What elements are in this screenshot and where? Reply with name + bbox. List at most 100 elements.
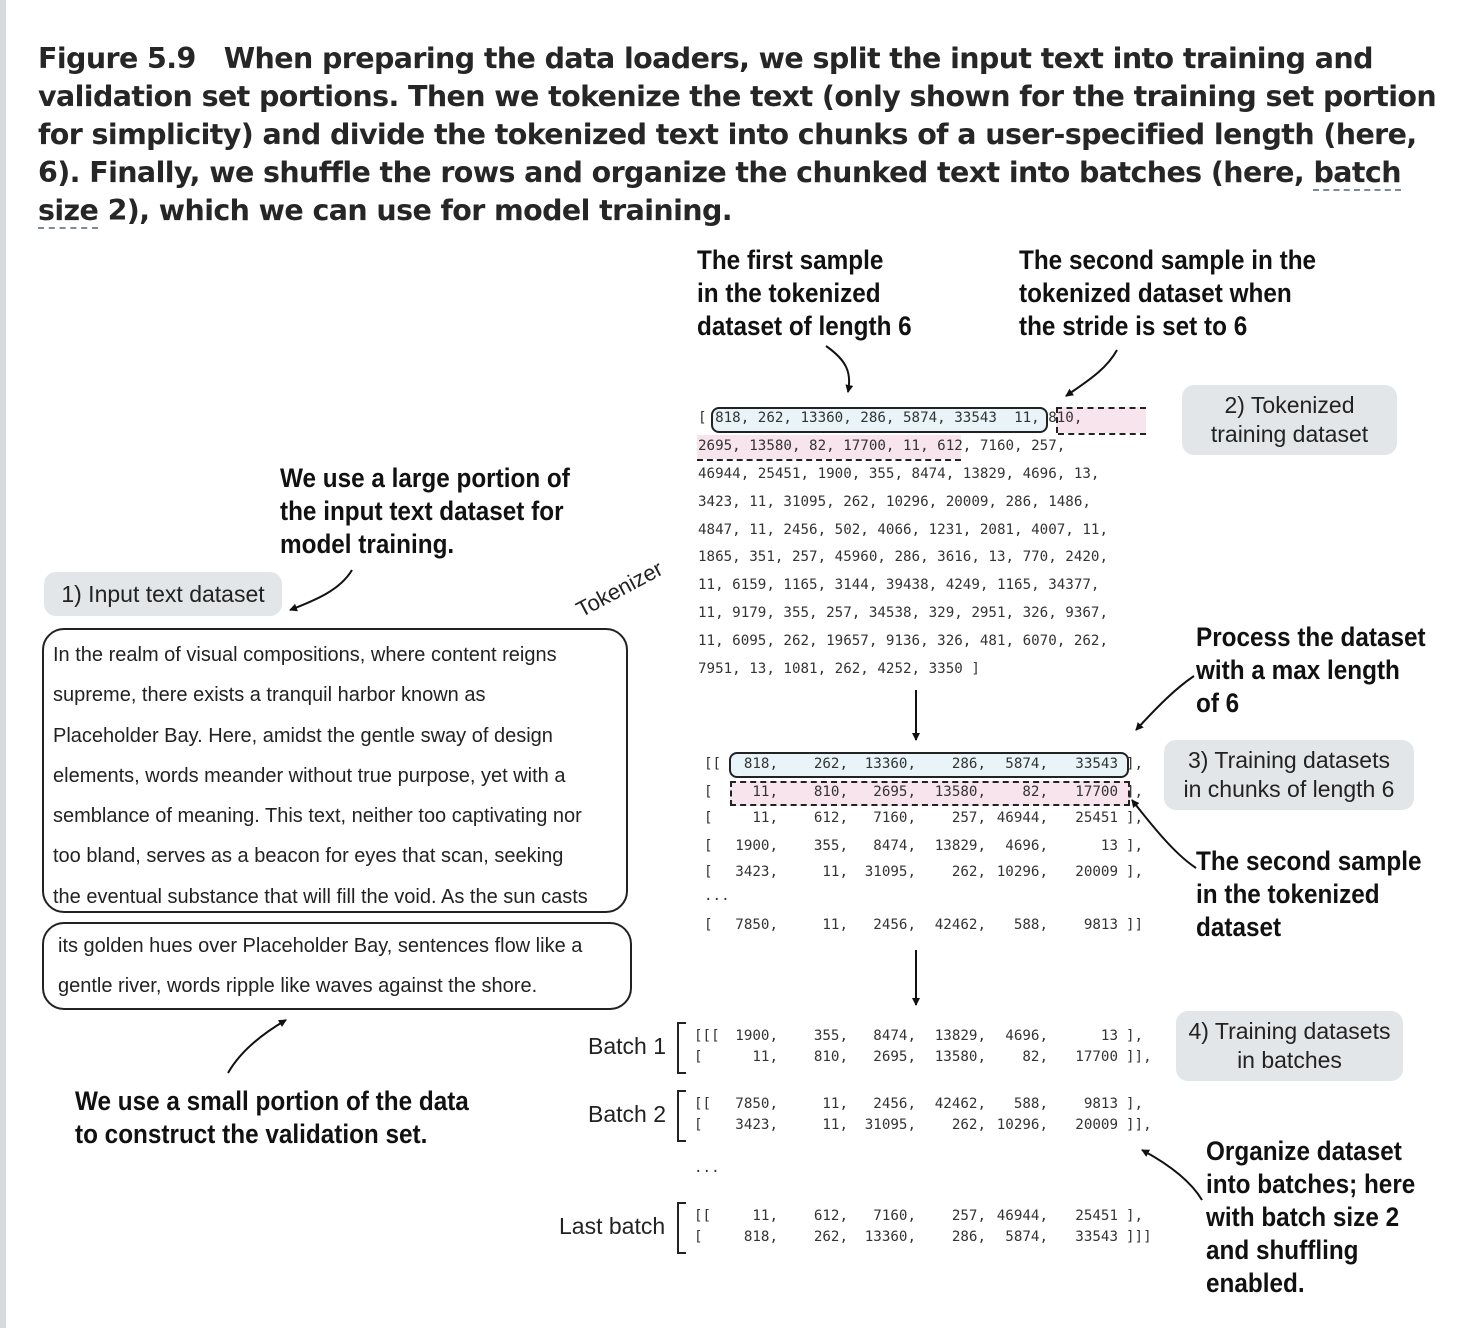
token-cell: 3423, <box>735 1117 778 1133</box>
token-cell: 5874, <box>1005 756 1048 772</box>
token-cell: 42462, <box>934 917 986 933</box>
annotation-small-portion: We use a small portion of the data to co… <box>75 1086 469 1149</box>
batch-bracket <box>677 1202 686 1254</box>
token-cell: 33543 <box>1075 1229 1118 1245</box>
annotation-first-sample: The first sample in the tokenized datase… <box>697 245 912 341</box>
open-bracket: [[ <box>694 1096 712 1112</box>
close-bracket: ], <box>1126 1096 1144 1112</box>
close-bracket: ], <box>1126 864 1144 880</box>
token-cell: 810, <box>813 1049 848 1065</box>
first-sample-tokens: 818, 262, 13360, 286, 5874, 33543 <box>715 410 997 426</box>
token-cell: 355, <box>813 1028 848 1044</box>
tokenized-line: 7951, 13, 1081, 262, 4252, 3350 ] <box>698 660 980 677</box>
tokenized-line: 46944, 25451, 1900, 355, 8474, 13829, 46… <box>698 466 1100 482</box>
token-cell: 5874, <box>1005 1229 1048 1245</box>
token-cell: 9813 <box>1083 1096 1118 1112</box>
batch-label: Batch 2 <box>588 1101 666 1127</box>
token-cell: 588, <box>1013 917 1048 933</box>
tokenized-line: 3423, 11, 31095, 262, 10296, 20009, 286,… <box>698 493 1091 510</box>
open-bracket: [[ <box>694 1208 712 1224</box>
arrow-organize <box>1141 1149 1203 1201</box>
token-cell: 7850, <box>735 917 778 933</box>
batch-size-term-link[interactable]: batch size <box>38 156 1402 229</box>
token-cell: 262, <box>951 864 986 880</box>
annotation-second-sample-stride: The second sample in the tokenized datas… <box>1019 245 1317 341</box>
token-cell: 262, <box>951 1117 986 1133</box>
tokenized-line: 4847, 11, 2456, 502, 4066, 1231, 2081, 4… <box>698 521 1108 538</box>
token-cell: 2695, <box>873 1049 916 1065</box>
token-cell: 20009 <box>1075 1117 1118 1133</box>
label-input-text-dataset: 1) Input text dataset <box>44 572 282 616</box>
figure-caption: Figure 5.9 When preparing the data loade… <box>38 40 1448 230</box>
arrow-small-portion <box>227 1019 287 1074</box>
open-bracket: [ <box>704 810 713 826</box>
close-bracket: ], <box>1126 784 1144 800</box>
batch-ellipsis: ... <box>694 1160 720 1176</box>
arrow-large-portion <box>289 569 353 612</box>
batch-label: Batch 1 <box>588 1033 666 1059</box>
token-cell: 13 <box>1100 838 1118 854</box>
token-cell: 13580, <box>934 784 986 800</box>
close-bracket: ], <box>1126 810 1144 826</box>
tokenized-line: 11, 9179, 355, 257, 34538, 329, 2951, 32… <box>698 605 1108 621</box>
caption-text: When preparing the data loaders, we spli… <box>38 42 1437 189</box>
annotation-large-portion: We use a large portion of the input text… <box>280 463 570 559</box>
token-cell: 7160, <box>873 810 916 826</box>
open-bracket: [[ <box>704 756 722 772</box>
close-bracket: ], <box>1126 1208 1144 1224</box>
token-cell: 11, <box>822 1117 848 1133</box>
token-cell: 42462, <box>934 1096 986 1112</box>
close-bracket: ]], <box>1126 1049 1152 1065</box>
token-cell: 17700 <box>1075 784 1118 800</box>
annotation-process-dataset: Process the dataset with a max length of… <box>1196 622 1426 718</box>
batch-label: Last batch <box>559 1213 666 1239</box>
open-bracket: [ <box>694 1117 703 1133</box>
batch-bracket <box>677 1090 686 1142</box>
token-cell: 11, <box>822 917 848 933</box>
token-cell: 810, <box>813 784 848 800</box>
token-cell: 257, <box>951 1208 986 1224</box>
open-bracket: [ <box>704 838 713 854</box>
figure-label: Figure 5.9 <box>38 42 196 75</box>
label-tokenized-dataset: 2) Tokenized training dataset <box>1182 385 1397 455</box>
caption-text-end: 2), which we can use for model training. <box>98 194 733 227</box>
tokenized-line: 1865, 351, 257, 45960, 286, 3616, 13, 77… <box>698 549 1108 566</box>
validation-text-box: its golden hues over Placeholder Bay, se… <box>42 922 632 1010</box>
tokenized-line-1: [ 818, 262, 13360, 286, 5874, 33543 11, … <box>698 410 1083 426</box>
annotation-organize-batches: Organize dataset into batches; here with… <box>1206 1136 1416 1298</box>
token-cell: 13580, <box>934 1049 986 1065</box>
token-cell: 7850, <box>735 1096 778 1112</box>
close-bracket: ], <box>1126 756 1144 772</box>
token-cell: 46944, <box>996 1208 1048 1224</box>
token-cell: 2695, <box>873 784 916 800</box>
token-cell: 17700 <box>1075 1049 1118 1065</box>
token-cell: 355, <box>813 838 848 854</box>
second-sample-tokens-b: 2695, 13580, 82, 17700, 11 <box>698 438 921 454</box>
token-cell: 82, <box>1022 784 1048 800</box>
token-cell: 257, <box>951 810 986 826</box>
token-cell: 4696, <box>1005 838 1048 854</box>
token-cell: 612, <box>813 810 848 826</box>
close-bracket: ], <box>1126 838 1144 854</box>
token-cell: 8474, <box>873 838 916 854</box>
open-bracket: [ <box>694 1049 703 1065</box>
open-bracket: [ <box>704 917 713 933</box>
tokenized-line: 11, 6095, 262, 19657, 9136, 326, 481, 60… <box>698 632 1108 649</box>
open-bracket: [ <box>704 784 713 800</box>
token-cell: 25451 <box>1075 810 1118 826</box>
close-bracket: ], <box>1126 1028 1144 1044</box>
chunk-first-sample-box <box>729 752 1129 778</box>
token-cell: 8474, <box>873 1028 916 1044</box>
second-sample-lower-edge <box>1058 433 1146 435</box>
batch-bracket <box>677 1022 686 1074</box>
arrow-process-dataset <box>1135 675 1195 731</box>
token-cell: 286, <box>951 1229 986 1245</box>
token-cell: 11, <box>752 1208 778 1224</box>
token-cell: 33543 <box>1075 756 1118 772</box>
close-bracket: ]] <box>1126 917 1144 933</box>
label-training-chunks: 3) Training datasets in chunks of length… <box>1164 740 1414 810</box>
annotation-second-sample: The second sample in the tokenized datas… <box>1196 846 1422 942</box>
chunk-ellipsis: ... <box>704 888 730 904</box>
second-sample-highlight-b <box>697 435 961 459</box>
open-bracket: [ <box>694 1229 703 1245</box>
